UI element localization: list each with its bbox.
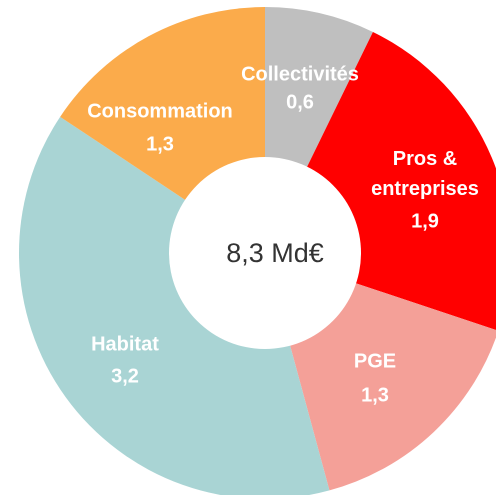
slice-value: 0,6: [286, 91, 314, 113]
slice-label: Pros & entreprises: [371, 148, 479, 200]
slice-label: Collectivités: [241, 63, 359, 85]
slice-value: 1,9: [411, 210, 439, 232]
center-label: 8,3 Md€: [226, 238, 324, 268]
slice-label: PGE: [354, 350, 396, 372]
donut-hole: [169, 157, 361, 349]
slice-label: Consommation: [87, 100, 233, 122]
slice: [19, 116, 330, 495]
slice-value: 1,3: [146, 133, 174, 155]
slice-value: 3,2: [111, 365, 139, 387]
slice-value: 1,3: [361, 384, 389, 406]
slice-label: Habitat: [91, 333, 159, 355]
